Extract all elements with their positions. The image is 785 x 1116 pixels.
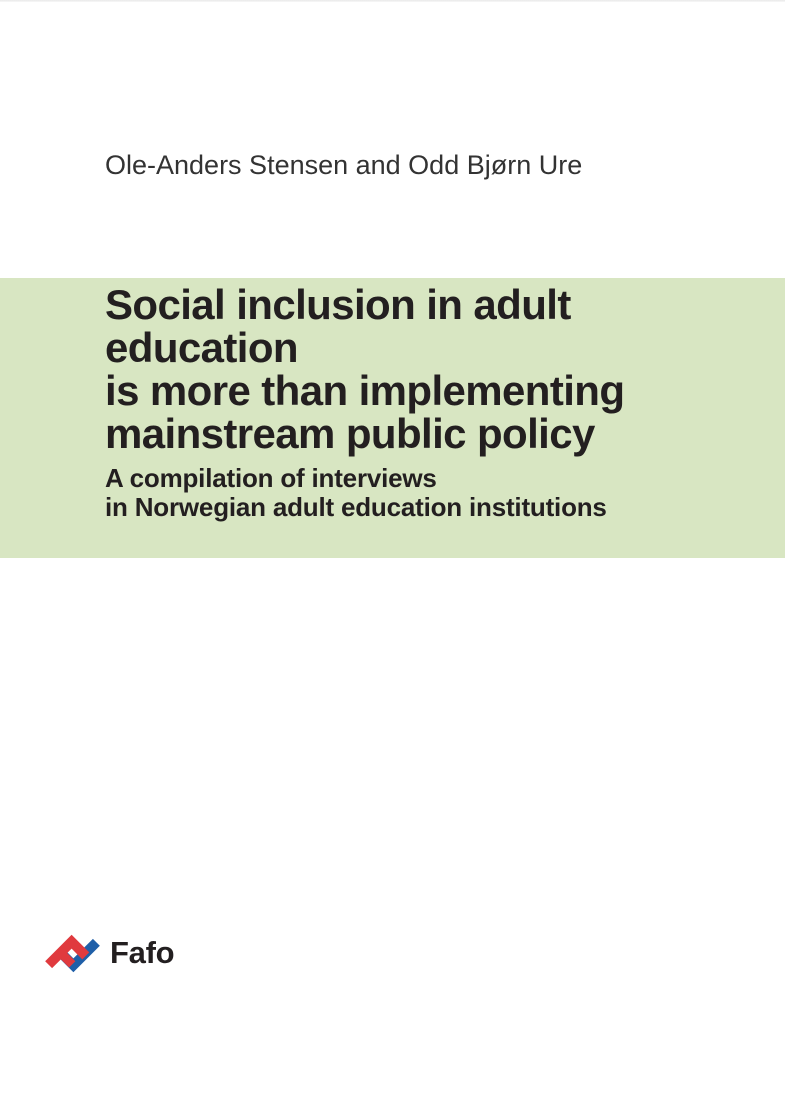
report-title: Social inclusion in adult education is m… [105, 283, 745, 455]
report-title-line-3: mainstream public policy [105, 410, 595, 457]
page-top-edge [0, 0, 785, 2]
fafo-logo-red-shape [45, 934, 90, 969]
title-band: Social inclusion in adult education is m… [0, 278, 785, 558]
publisher-logo-text: Fafo [110, 934, 175, 970]
report-title-line-1: Social inclusion in adult education [105, 281, 571, 371]
publisher-logo: Fafo [44, 932, 175, 975]
fafo-logo-icon [45, 934, 100, 973]
report-subtitle-line-1: A compilation of interviews [105, 463, 437, 493]
report-title-line-2: is more than implementing [105, 367, 625, 414]
report-subtitle: A compilation of interviews in Norwegian… [105, 464, 745, 522]
author-line: Ole-Anders Stensen and Odd Bjørn Ure [105, 150, 583, 180]
report-subtitle-line-2: in Norwegian adult education institution… [105, 492, 607, 522]
